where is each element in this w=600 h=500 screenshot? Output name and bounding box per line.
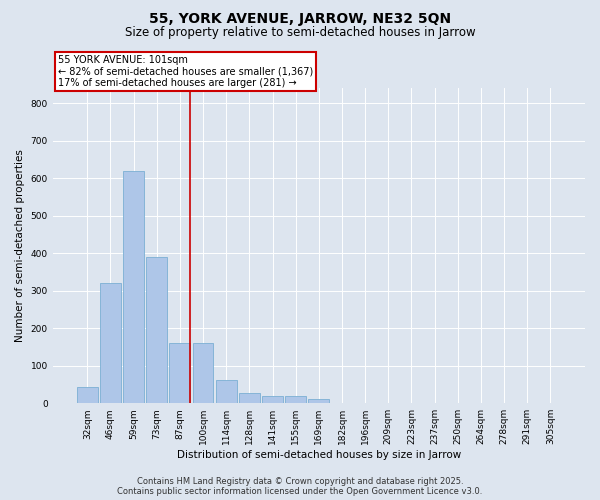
Bar <box>216 380 236 403</box>
Y-axis label: Number of semi-detached properties: Number of semi-detached properties <box>15 150 25 342</box>
Bar <box>169 343 190 403</box>
Bar <box>193 343 214 403</box>
Bar <box>146 257 167 403</box>
Bar <box>123 170 144 403</box>
Text: 55 YORK AVENUE: 101sqm
← 82% of semi-detached houses are smaller (1,367)
17% of : 55 YORK AVENUE: 101sqm ← 82% of semi-det… <box>58 55 313 88</box>
X-axis label: Distribution of semi-detached houses by size in Jarrow: Distribution of semi-detached houses by … <box>177 450 461 460</box>
Bar <box>262 396 283 403</box>
Bar <box>77 388 98 403</box>
Bar <box>100 283 121 403</box>
Bar <box>285 396 306 403</box>
Text: Size of property relative to semi-detached houses in Jarrow: Size of property relative to semi-detach… <box>125 26 475 39</box>
Text: Contains HM Land Registry data © Crown copyright and database right 2025.
Contai: Contains HM Land Registry data © Crown c… <box>118 476 482 496</box>
Text: 55, YORK AVENUE, JARROW, NE32 5QN: 55, YORK AVENUE, JARROW, NE32 5QN <box>149 12 451 26</box>
Bar <box>308 398 329 403</box>
Bar <box>239 392 260 403</box>
